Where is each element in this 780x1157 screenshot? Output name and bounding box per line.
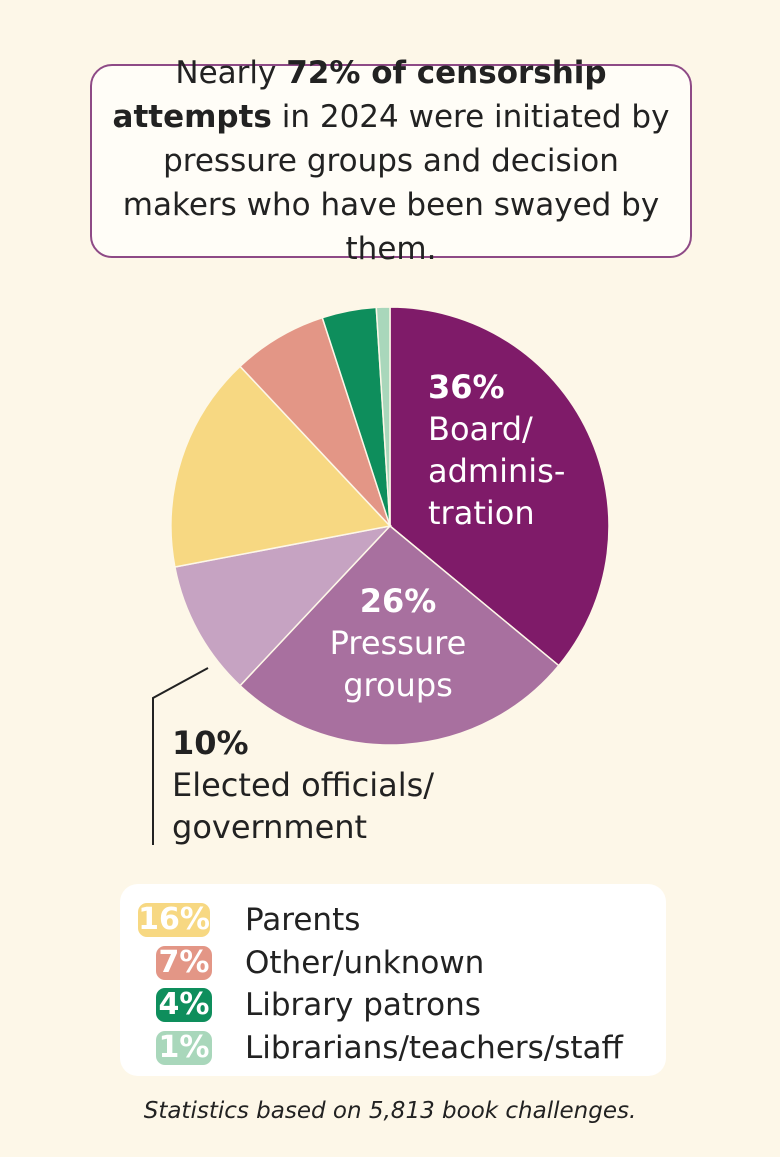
slice-label-pressure-line2: groups — [343, 666, 453, 704]
footnote: Statistics based on 5,813 book challenge… — [143, 1098, 637, 1124]
legend-label: Library patrons — [245, 987, 481, 1023]
headline-box: Nearly 72% of censorship attempts in 202… — [90, 55, 692, 267]
slice-label-board-line2: adminis- — [428, 452, 566, 490]
headline-text: Nearly 72% of censorship attempts in 202… — [108, 51, 674, 271]
headline-bold: 72% of censorship attempts — [112, 55, 607, 135]
pie-slice-board-administration — [389, 306, 610, 667]
slice-label-pressure-line1: Pressure — [329, 624, 467, 662]
pie-slice-elected-officials-government — [174, 524, 393, 687]
slice-label-board-line1: Board/ — [428, 410, 533, 448]
callout-elected: 10% Elected officials/ government — [172, 722, 434, 848]
headline-rest: in 2024 were initiated by pressure group… — [122, 99, 670, 267]
legend-label: Other/unknown — [245, 945, 485, 981]
slice-label-pressure: 26% Pressure groups — [318, 580, 478, 706]
slice-label-board-line3: tration — [428, 494, 535, 532]
legend-badge: 1% — [156, 1031, 212, 1065]
callout-elected-line1: Elected officials/ — [172, 766, 435, 804]
slice-label-pressure-pct: 26% — [359, 582, 437, 620]
legend-badge: 16% — [138, 902, 210, 937]
legend-badge: 7% — [156, 946, 212, 980]
legend-label: Parents — [245, 902, 361, 938]
pie-slice-parents — [170, 365, 392, 568]
callout-elected-pct: 10% — [172, 724, 249, 762]
callout-leader-line — [152, 667, 209, 845]
legend-label: Librarians/teachers/staff — [245, 1030, 623, 1066]
pie-slice-librarians-teachers-staff — [375, 306, 391, 527]
slice-label-board-pct: 36% — [428, 368, 505, 406]
slice-label-board: 36% Board/ adminis- tration — [428, 366, 565, 534]
pie-slices — [170, 306, 610, 746]
legend: 16% Parents 7% Other/unknown 4% Library … — [120, 884, 666, 1076]
legend-badge: 4% — [156, 988, 212, 1022]
pie-slice-pressure-groups — [239, 524, 560, 746]
callout-elected-line2: government — [172, 808, 368, 846]
headline-prefix: Nearly — [175, 55, 287, 91]
